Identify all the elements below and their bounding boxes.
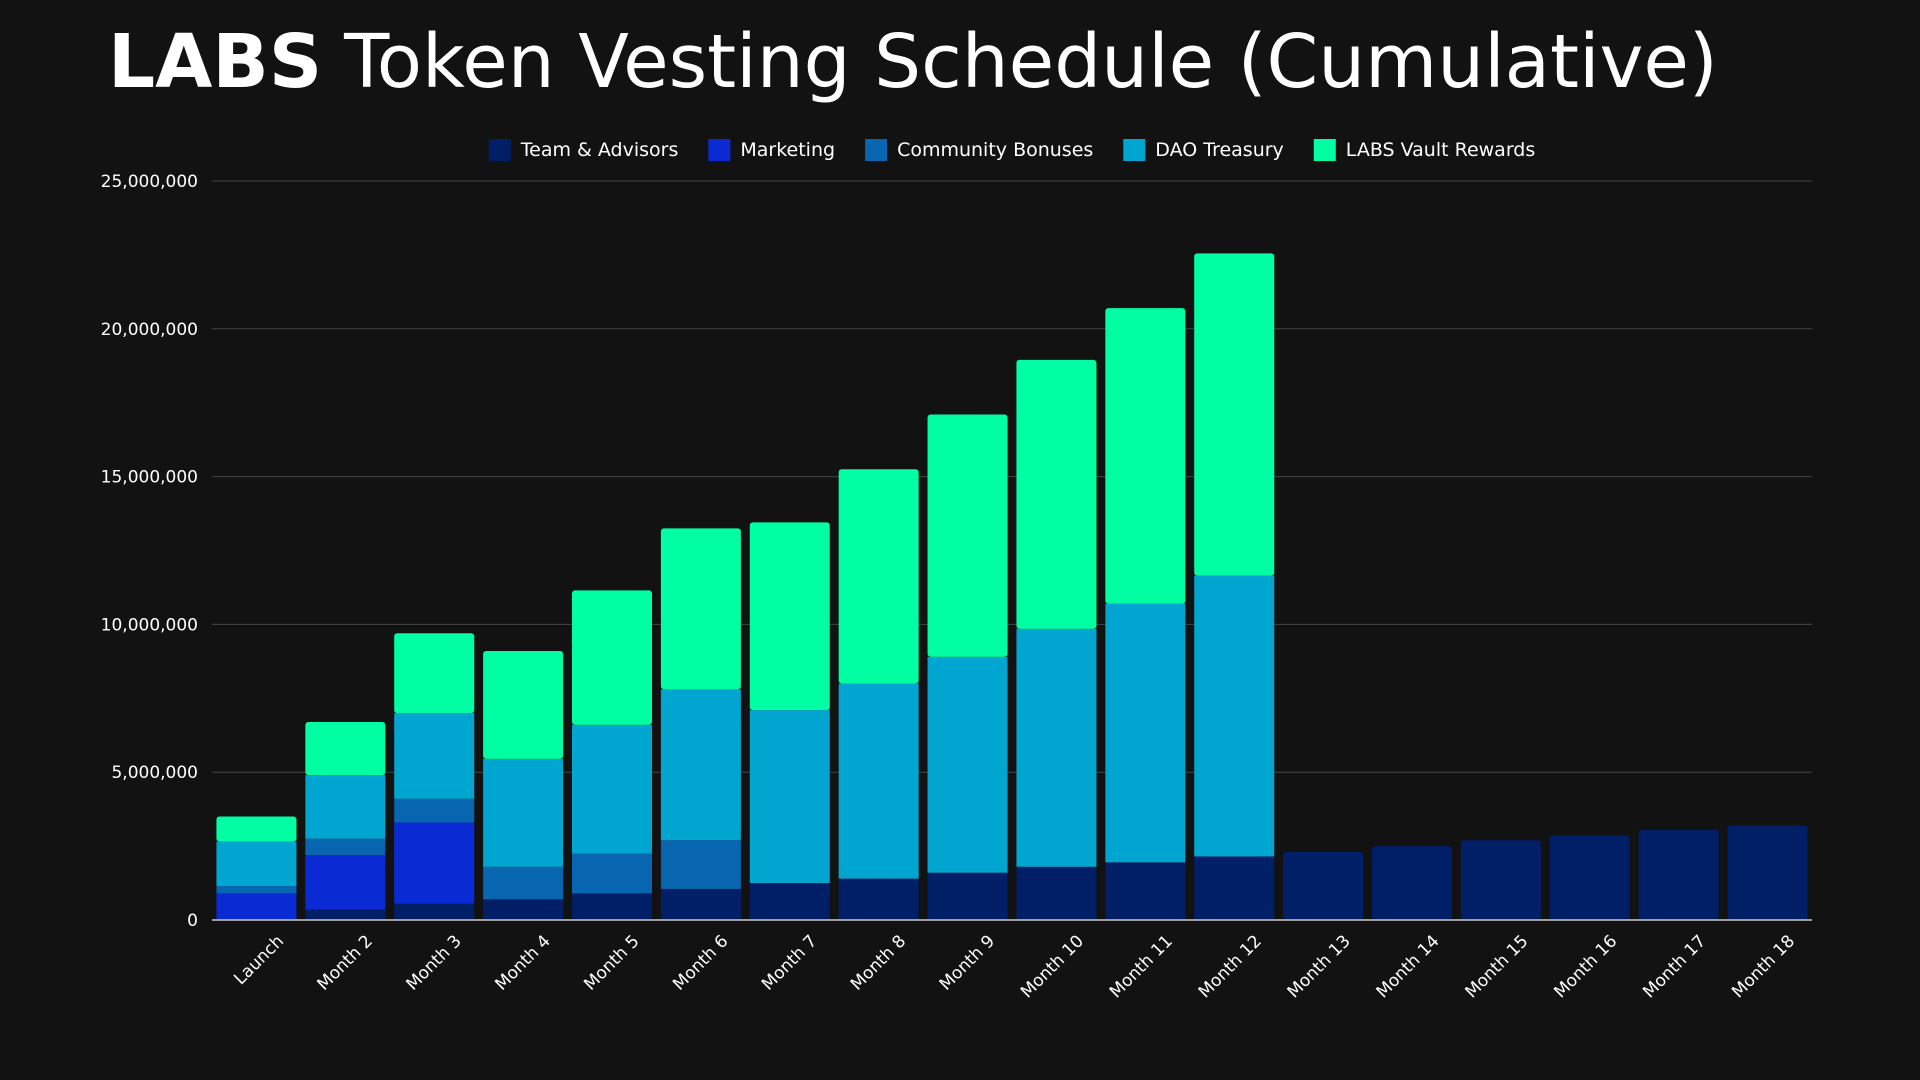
bar-segment-dao-treasury <box>927 656 1008 873</box>
bar-segment-dao-treasury <box>1105 603 1186 863</box>
bar-segment-labs-vault-rewards <box>305 721 386 776</box>
legend-label: Team & Advisors <box>520 139 679 161</box>
bar-segment-labs-vault-rewards <box>660 528 741 690</box>
bar-segment-team-advisors <box>838 878 919 920</box>
bar-segment-labs-vault-rewards <box>1105 308 1186 604</box>
legend-swatch <box>708 139 731 161</box>
chart-title: LABS Token Vesting Schedule (Cumulative) <box>108 12 1718 112</box>
bar-segment-team-advisors <box>1549 835 1630 920</box>
chart-title-bold: LABS <box>108 19 323 105</box>
bars <box>216 253 1808 920</box>
bar-segment-dao-treasury <box>838 683 919 879</box>
bar-segment-community-bonuses <box>572 853 652 894</box>
bar-segment-labs-vault-rewards <box>749 522 830 711</box>
bar-segment-marketing <box>394 822 475 904</box>
y-tick-label: 5,000,000 <box>111 763 198 783</box>
x-tick-label: Month 4 <box>491 931 554 994</box>
bar-segment-community-bonuses <box>216 886 297 894</box>
bar-segment-community-bonuses <box>483 866 564 900</box>
bar-segment-team-advisors <box>483 899 564 920</box>
legend-item: DAO Treasury <box>1123 139 1284 161</box>
legend-label: LABS Vault Rewards <box>1346 139 1535 161</box>
y-tick-label: 10,000,000 <box>101 615 198 635</box>
bar-segment-team-advisors <box>1105 862 1186 920</box>
bar-segment-community-bonuses <box>394 798 475 823</box>
legend-label: Community Bonuses <box>897 139 1093 161</box>
bar-segment-community-bonuses <box>660 840 741 889</box>
y-tick-label: 15,000,000 <box>101 468 198 488</box>
bar-segment-team-advisors <box>749 883 830 920</box>
x-tick-label: Month 10 <box>1017 931 1088 1002</box>
legend-label: Marketing <box>740 139 835 161</box>
x-tick-label: Month 2 <box>314 931 377 994</box>
bar-segment-marketing <box>305 854 386 910</box>
bar-segment-labs-vault-rewards <box>394 633 475 714</box>
bar-segment-team-advisors <box>1638 829 1719 920</box>
bar-segment-dao-treasury <box>483 758 564 867</box>
bar-segment-labs-vault-rewards <box>216 816 297 842</box>
legend-label: DAO Treasury <box>1155 139 1284 161</box>
chart-title-rest: Token Vesting Schedule (Cumulative) <box>344 19 1718 105</box>
x-tick-label: Month 15 <box>1461 931 1532 1002</box>
x-tick-label: Month 3 <box>402 931 465 994</box>
bar-segment-dao-treasury <box>394 713 475 799</box>
bar-segment-dao-treasury <box>749 710 830 884</box>
bar-segment-team-advisors <box>394 903 475 920</box>
legend-item: Marketing <box>708 139 835 161</box>
bar-segment-team-advisors <box>1283 852 1364 920</box>
legend-swatch <box>865 139 888 161</box>
bar-segment-dao-treasury <box>660 689 741 841</box>
x-tick-label: Month 13 <box>1284 931 1355 1002</box>
x-tick-label: Month 8 <box>847 931 910 994</box>
x-tick-label: Month 18 <box>1728 931 1799 1002</box>
y-tick-label: 25,000,000 <box>101 172 198 192</box>
bar-segment-team-advisors <box>1372 846 1452 920</box>
y-tick-label: 20,000,000 <box>101 320 198 340</box>
y-tick-label: 0 <box>187 911 198 931</box>
x-tick-label: Month 5 <box>580 931 643 994</box>
bar-segment-labs-vault-rewards <box>483 651 564 759</box>
bar-segment-labs-vault-rewards <box>1016 359 1097 629</box>
bar-segment-dao-treasury <box>216 841 297 887</box>
bar-segment-labs-vault-rewards <box>1194 253 1275 576</box>
gridlines <box>212 180 1812 773</box>
x-tick-label: Month 17 <box>1639 931 1710 1002</box>
bar-segment-labs-vault-rewards <box>927 414 1008 657</box>
legend-item: Community Bonuses <box>865 139 1093 161</box>
x-tick-label: Launch <box>230 931 288 989</box>
legend-swatch <box>1313 139 1336 161</box>
x-tick-label: Month 16 <box>1550 931 1621 1002</box>
bar-segment-team-advisors <box>1460 840 1541 920</box>
x-tick-label: Month 11 <box>1106 931 1177 1002</box>
bar-segment-team-advisors <box>660 888 741 920</box>
bar-segment-team-advisors <box>927 872 1008 920</box>
legend-swatch <box>488 139 511 161</box>
legend-swatch <box>1123 139 1146 161</box>
bar-segment-team-advisors <box>1727 825 1808 920</box>
bar-segment-labs-vault-rewards <box>838 469 919 684</box>
bar-segment-labs-vault-rewards <box>572 590 652 725</box>
legend-item: LABS Vault Rewards <box>1313 139 1535 161</box>
legend: Team & Advisors Marketing Community Bonuse… <box>488 139 1535 161</box>
x-tick-label: Month 12 <box>1195 931 1266 1002</box>
bar-segment-community-bonuses <box>305 838 386 855</box>
bar-segment-dao-treasury <box>305 775 386 839</box>
bar-segment-dao-treasury <box>572 724 652 854</box>
x-tick-label: Month 7 <box>758 931 821 994</box>
legend-item: Team & Advisors <box>488 139 679 161</box>
bar-segment-dao-treasury <box>1194 575 1275 857</box>
x-tick-label: Month 9 <box>936 931 999 994</box>
bar-segment-marketing <box>216 893 297 920</box>
bar-segment-team-advisors <box>572 893 652 920</box>
x-tick-label: Month 6 <box>669 931 732 994</box>
bar-segment-team-advisors <box>1194 856 1275 920</box>
bar-segment-dao-treasury <box>1016 628 1097 867</box>
bar-segment-team-advisors <box>1016 866 1097 920</box>
bar-segment-team-advisors <box>305 909 386 920</box>
x-tick-label: Month 14 <box>1373 931 1444 1002</box>
